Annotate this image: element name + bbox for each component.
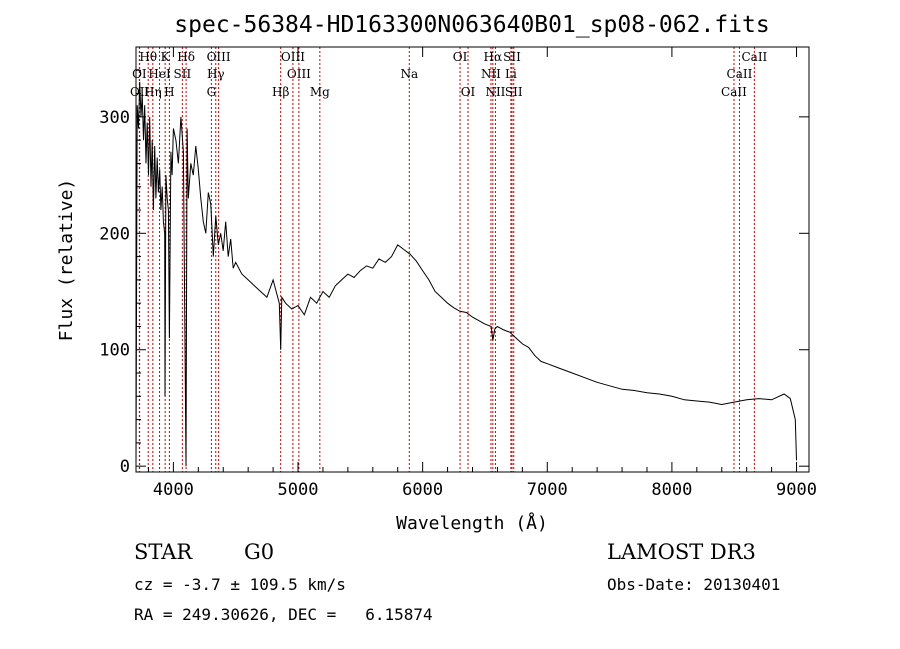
line-label: Hδ xyxy=(177,50,195,64)
redshift-info: cz = -3.7 ± 109.5 km/s xyxy=(134,575,346,594)
y-tick-label: 200 xyxy=(99,224,130,244)
y-axis-label: Flux (relative) xyxy=(56,179,77,342)
x-tick-label: 7000 xyxy=(527,480,568,500)
y-axis-ticks: 0 100 200 300 xyxy=(99,69,809,477)
line-label: SII xyxy=(503,50,521,64)
line-label: SII xyxy=(174,67,192,81)
line-label: Hγ xyxy=(207,67,225,81)
y-tick-label: 300 xyxy=(99,108,130,128)
plot-frame xyxy=(135,46,810,473)
x-tick-label: 9000 xyxy=(776,480,817,500)
object-class: STAR xyxy=(134,540,193,564)
line-label: Hθ xyxy=(139,50,157,64)
line-label: OI xyxy=(453,50,468,64)
y-tick-label: 100 xyxy=(99,341,130,361)
line-label: Na xyxy=(400,67,418,81)
x-tick-label: 6000 xyxy=(402,480,443,500)
y-tick-label: 0 xyxy=(120,457,130,477)
x-axis-ticks: 4000 5000 6000 7000 8000 9000 xyxy=(147,47,817,500)
line-label: OI xyxy=(132,67,147,81)
line-label: CaII xyxy=(741,50,767,64)
line-label: H xyxy=(164,85,174,99)
line-label: Li xyxy=(505,67,517,81)
x-axis-label: Wavelength (Å) xyxy=(396,512,548,534)
x-tick-label: 4000 xyxy=(153,480,194,500)
line-label: SII xyxy=(505,85,523,99)
line-label: OIII xyxy=(287,67,311,81)
line-label: K xyxy=(161,50,171,64)
x-tick-label: 8000 xyxy=(651,480,692,500)
chart-title: spec-56384-HD163300N063640B01_sp08-062.f… xyxy=(174,12,769,38)
line-label: CaII xyxy=(721,85,747,99)
coordinates: RA = 249.30626, DEC = 6.15874 xyxy=(134,605,433,624)
line-label: Hη xyxy=(144,85,162,99)
line-label: NII xyxy=(485,85,505,99)
spectrum-line xyxy=(135,81,797,467)
object-subclass: G0 xyxy=(244,540,274,564)
line-label: G xyxy=(207,85,217,99)
line-label: Hα xyxy=(484,50,503,64)
emission-lines xyxy=(138,47,755,472)
x-tick-label: 5000 xyxy=(278,480,319,500)
line-label: Hβ xyxy=(272,85,289,99)
survey-name: LAMOST DR3 xyxy=(607,540,756,564)
line-label: OI xyxy=(461,85,476,99)
obs-date: Obs-Date: 20130401 xyxy=(607,575,780,594)
line-label: OIII xyxy=(207,50,231,64)
line-label: CaII xyxy=(727,67,753,81)
spectrum-series xyxy=(135,81,797,467)
line-label: Mg xyxy=(310,85,330,99)
line-label: HeI xyxy=(148,67,171,81)
line-label: OIII xyxy=(281,50,305,64)
line-label: NII xyxy=(481,67,501,81)
